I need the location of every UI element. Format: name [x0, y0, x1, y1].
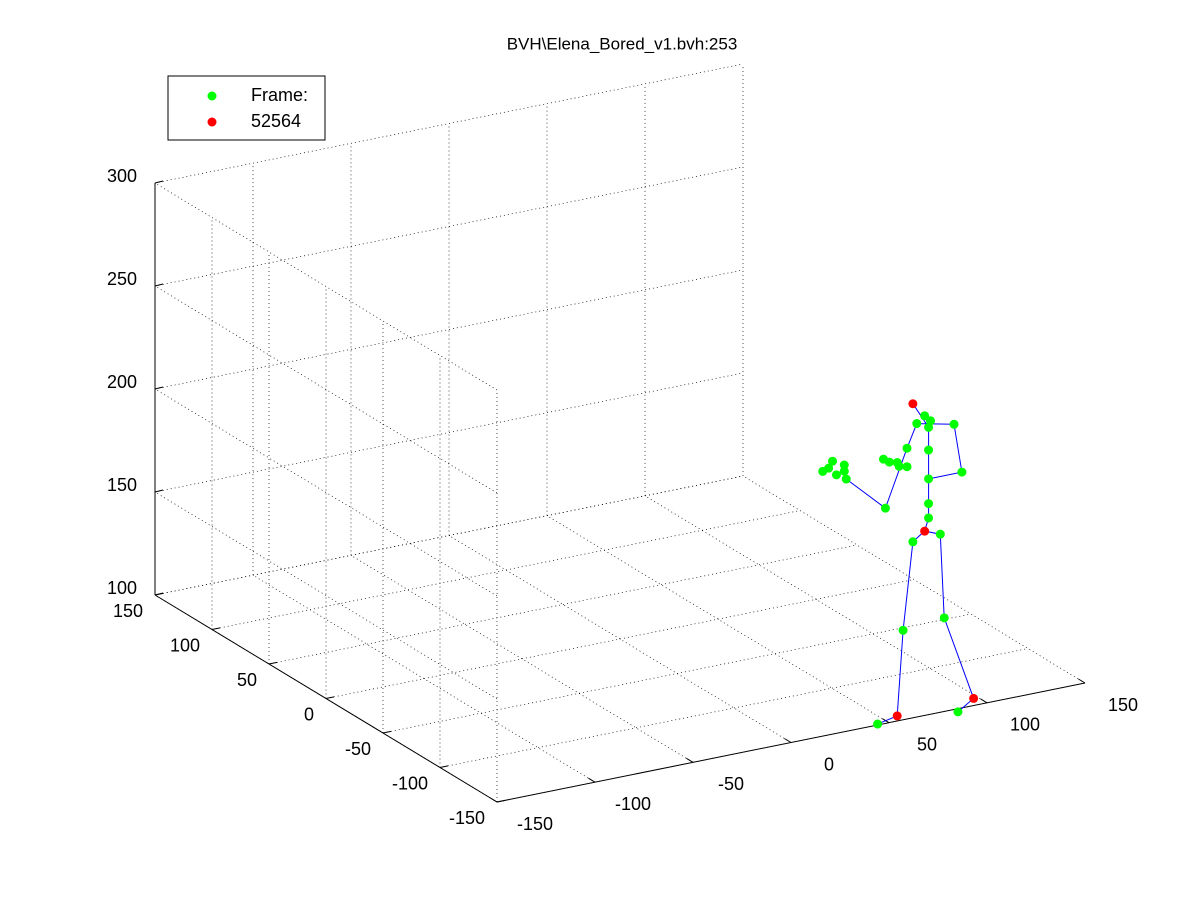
z-tick-label: 250: [107, 269, 137, 289]
x-tick: [686, 757, 694, 763]
z-tick: [154, 283, 164, 287]
y-tick: [439, 765, 449, 768]
legend-label: 52564: [251, 111, 301, 131]
joint-point: [892, 711, 902, 721]
joint-point: [908, 399, 918, 409]
z-tick: [154, 386, 164, 390]
joint-point: [935, 529, 945, 539]
z-tick: [154, 180, 164, 184]
joint-point: [908, 537, 918, 547]
legend-marker: [207, 117, 217, 127]
joint-point: [924, 422, 934, 432]
x-tick-label: 150: [1108, 695, 1138, 715]
joint-point: [957, 467, 967, 477]
joint-point: [873, 719, 883, 729]
x-tick-label: 50: [917, 734, 937, 754]
y-tick-label: -100: [392, 773, 428, 793]
y-tick: [496, 799, 506, 803]
legend: Frame: 52564: [167, 75, 326, 141]
joint-point: [949, 419, 959, 429]
y-tick: [154, 592, 164, 596]
joint-point: [920, 526, 930, 536]
axes: 100 150 200 250 300 -150 -100 -50 0 50 100 150 -150 -…: [107, 166, 1138, 834]
z-tick: [154, 489, 164, 493]
joint-point: [892, 458, 902, 468]
x-tick: [490, 797, 498, 803]
joint-point: [818, 466, 828, 476]
joint-point: [912, 419, 922, 429]
x-tick-label: 100: [1010, 715, 1040, 735]
y-tick-label: 50: [237, 670, 257, 690]
z-tick-label: 150: [107, 475, 137, 495]
joint-point: [924, 513, 934, 523]
x-tick: [784, 738, 792, 743]
joint-point: [902, 462, 912, 472]
joint-point: [953, 707, 963, 717]
joint-point: [839, 466, 849, 476]
y-tick: [382, 730, 392, 734]
joint-point: [880, 503, 890, 513]
x-tick: [588, 777, 596, 783]
legend-label: Frame:: [251, 85, 308, 105]
y-tick: [325, 696, 335, 699]
y-tick-label: 150: [113, 601, 143, 621]
x-tick-label: -150: [517, 814, 553, 834]
joint-point: [924, 474, 934, 484]
legend-box: [167, 75, 326, 141]
x-tick: [1078, 678, 1086, 684]
legend-marker: [207, 91, 217, 101]
joint-point: [924, 499, 934, 509]
joint-point: [924, 445, 934, 455]
marks: [818, 399, 979, 729]
joint-point: [884, 457, 894, 467]
joint-point: [839, 460, 849, 470]
joint-point: [831, 470, 841, 480]
x-tick-label: 0: [824, 754, 834, 774]
y-tick-label: -50: [345, 739, 371, 759]
y-tick-label: 100: [170, 635, 200, 655]
y-tick: [211, 627, 221, 630]
joint-point: [841, 474, 851, 484]
x-tick: [980, 698, 988, 704]
x-tick-label: -50: [718, 774, 744, 794]
joint-point: [828, 456, 838, 466]
joint-point: [939, 613, 949, 623]
joint-point: [902, 443, 912, 453]
x-tick-label: -100: [615, 794, 651, 814]
y-tick: [268, 661, 278, 665]
z-tick-label: 100: [107, 578, 137, 598]
joint-point: [898, 625, 908, 635]
z-tick-label: 300: [107, 166, 137, 186]
joint-point: [969, 693, 979, 703]
y-tick-label: -150: [449, 808, 485, 828]
chart-title: BVH\Elena_Bored_v1.bvh:253: [507, 34, 738, 53]
joint-point: [920, 411, 930, 421]
y-tick-label: 0: [304, 704, 314, 724]
z-tick-label: 200: [107, 372, 137, 392]
